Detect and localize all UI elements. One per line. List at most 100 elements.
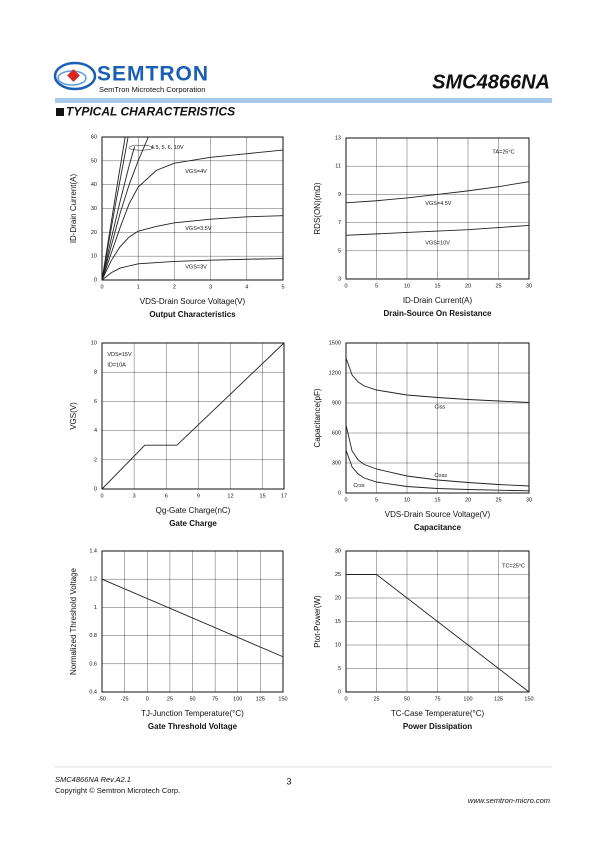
series-label: VGS=10V [425,240,450,246]
part-number: SMC4866NA [432,71,550,93]
y-tick-label: 0.8 [89,633,97,639]
y-tick-label: 20 [91,230,97,236]
y-tick-label: 50 [91,158,97,164]
y-tick-label: 1.4 [89,548,97,554]
chart: -50 -25 0 25 50 75 100 125 150 0.4 0.6 0.8 1 1.2 1.4 TJ… [69,548,287,731]
y-tick-label: 2 [94,457,97,463]
chart-title: Gate Charge [169,519,217,528]
logo-ring [53,61,97,91]
y-tick-label: 5 [338,666,341,672]
x-tick-label: 20 [465,497,471,503]
y-tick-label: 0.4 [89,689,97,695]
y-axis-title: VGS(V) [69,402,78,430]
x-tick-label: 15 [434,497,440,503]
x-tick-label: 15 [434,283,440,289]
x-tick-label: 25 [495,497,501,503]
x-tick-label: 9 [197,493,200,499]
x-tick-label: 3 [209,284,212,290]
plot-frame [345,137,530,280]
x-tick-label: 5 [375,497,378,503]
series-label: Ciss [434,404,445,410]
y-tick-label: 600 [332,430,341,436]
y-tick-label: 0 [338,490,341,496]
x-tick-label: 150 [278,696,287,702]
y-tick-label: 13 [335,135,341,141]
y-axis-title: ID-Drain Current(A) [69,173,78,243]
annotation: TC=25°C [502,563,525,569]
y-tick-label: 10 [335,642,341,648]
y-tick-label: 8 [94,370,97,376]
revision: SMC4866NA Rev.A2.1 [55,775,131,784]
y-tick-label: 20 [335,595,341,601]
y-tick-label: 1200 [329,370,341,376]
series-line [101,136,149,281]
series-label: Coss [434,473,447,479]
page-number: 3 [286,776,291,786]
x-tick-label: 25 [495,283,501,289]
section-bullet [56,108,64,116]
x-tick-label: 6 [165,493,168,499]
x-tick-label: 5 [281,284,284,290]
chart: 0 3 6 9 12 15 17 0 2 4 6 8 10 VDS=15V ID=10A Qg-Gate Ch… [69,340,287,528]
series-line [345,424,530,487]
x-tick-label: -25 [121,696,129,702]
series-label: VGS=4V [185,169,207,175]
x-tick-label: 30 [526,497,532,503]
series-label: VGS=3.5V [185,226,211,232]
y-tick-label: 11 [335,164,341,170]
series-line [345,449,530,492]
x-tick-label: -50 [98,696,106,702]
x-tick-label: 125 [494,696,503,702]
plot-frame [101,342,285,490]
x-tick-label: 0 [344,497,347,503]
y-tick-label: 60 [91,134,97,140]
y-tick-label: 300 [332,460,341,466]
plot-frame [101,136,284,281]
y-tick-label: 4 [94,428,97,434]
y-tick-label: 1 [94,605,97,611]
series-line [101,149,284,281]
y-tick-label: 30 [335,548,341,554]
x-tick-label: 2 [173,284,176,290]
y-tick-label: 1.2 [89,577,97,583]
x-tick-label: 100 [463,696,472,702]
header-bar [55,98,552,103]
x-tick-label: 0 [146,696,149,702]
x-axis-title: VDS-Drain Source Voltage(V) [140,297,246,306]
plot-frame [345,550,530,693]
x-tick-label: 0 [100,493,103,499]
x-tick-label: 75 [434,696,440,702]
x-tick-label: 1 [137,284,140,290]
series-line [345,224,530,236]
x-tick-label: 20 [465,283,471,289]
y-tick-label: 0 [94,277,97,283]
annotation: TA=25°C [492,150,514,156]
chart-title: Power Dissipation [403,722,472,731]
chart-title: Output Characteristics [149,310,236,319]
series-line [345,357,530,403]
x-tick-label: 50 [404,696,410,702]
chart-title: Drain-Source On Resistance [383,309,492,318]
x-tick-label: 0 [344,283,347,289]
x-tick-label: 3 [133,493,136,499]
plot-frame [101,550,284,693]
x-tick-label: 10 [404,497,410,503]
y-tick-label: 25 [335,572,341,578]
y-tick-label: 40 [91,182,97,188]
x-tick-label: 125 [256,696,265,702]
x-axis-title: ID-Drain Current(A) [403,296,473,305]
y-tick-label: 5 [338,248,341,254]
x-axis-title: Qg-Gate Charge(nC) [156,506,231,515]
logo: SEMTRON SemTron Microtech Corporation [53,61,208,94]
series-label: VGS=4.5V [425,201,451,207]
section-title: TYPICAL CHARACTERISTICS [66,105,235,119]
annotation: ID=10A [107,362,126,368]
series-line [101,136,129,281]
y-tick-label: 3 [338,276,341,282]
y-tick-label: 10 [91,340,97,346]
x-tick-label: 15 [260,493,266,499]
series-line [101,258,284,281]
chart: 0 5 10 15 20 25 3035791113VGS=4.5VVGS=10VTA=25… [313,135,532,318]
